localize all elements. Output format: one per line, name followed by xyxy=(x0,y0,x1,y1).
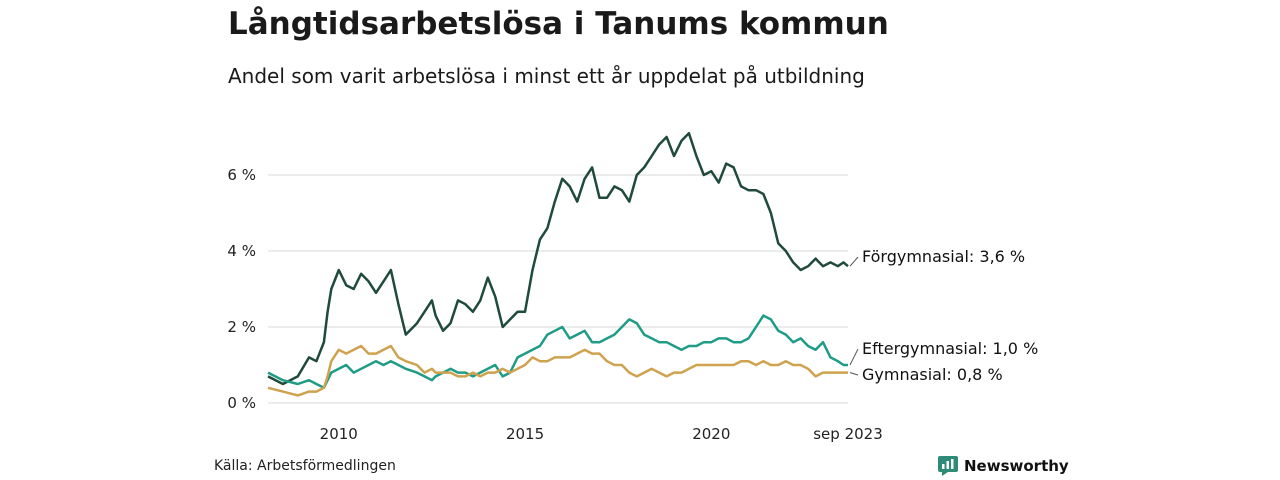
newsworthy-logo-icon xyxy=(938,456,958,476)
series-end-label: Förgymnasial: 3,6 % xyxy=(862,247,1025,266)
x-tick-label: 2020 xyxy=(692,425,730,443)
brand-name: Newsworthy xyxy=(964,457,1069,475)
series-label-leader xyxy=(849,256,859,267)
source-note: Källa: Arbetsförmedlingen xyxy=(214,458,396,474)
x-tick-label: sep 2023 xyxy=(813,425,883,443)
y-tick-label: 0 % xyxy=(227,394,256,412)
chart-subtitle: Andel som varit arbetslösa i minst ett å… xyxy=(228,64,865,88)
x-tick-label: 2015 xyxy=(506,425,544,443)
y-tick-label: 6 % xyxy=(227,166,256,184)
series-end-label: Eftergymnasial: 1,0 % xyxy=(862,339,1038,358)
series-line-eftergymnasial xyxy=(267,314,848,390)
series-line-gymnasial xyxy=(267,344,848,397)
x-tick-label: 2010 xyxy=(320,425,358,443)
series-label-leader xyxy=(849,348,859,366)
y-tick-label: 4 % xyxy=(227,242,256,260)
brand-logo[interactable]: Newsworthy xyxy=(938,456,1069,476)
chart-title: Långtidsarbetslösa i Tanums kommun xyxy=(228,6,889,42)
series-end-label: Gymnasial: 0,8 % xyxy=(862,365,1003,384)
y-tick-label: 2 % xyxy=(227,318,256,336)
series-label-leader xyxy=(849,372,859,376)
series-line-förgymnasial xyxy=(267,131,849,386)
